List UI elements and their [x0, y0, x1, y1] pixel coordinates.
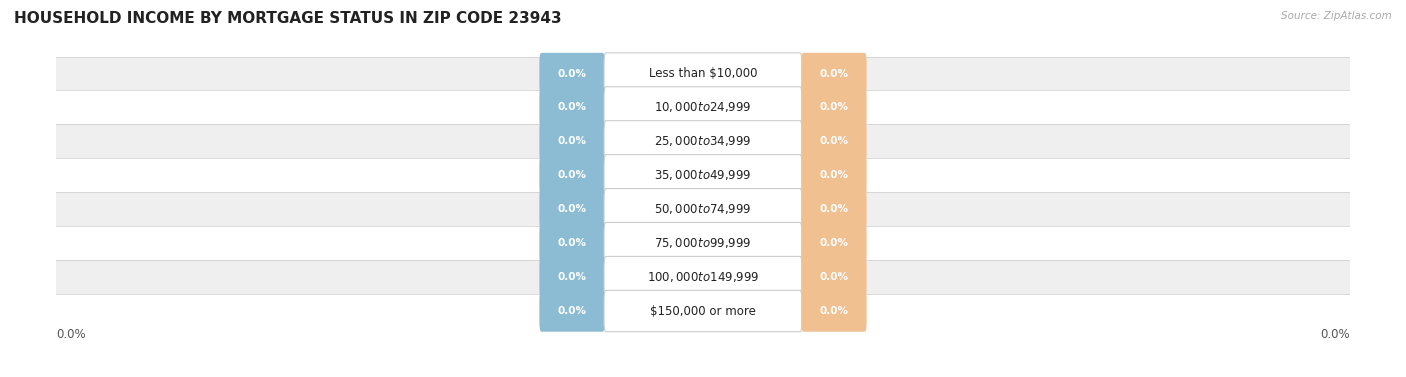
Bar: [56, 226, 1350, 260]
Text: 0.0%: 0.0%: [820, 204, 848, 214]
Text: 0.0%: 0.0%: [558, 238, 586, 248]
FancyBboxPatch shape: [801, 222, 866, 264]
Text: 0.0%: 0.0%: [558, 272, 586, 282]
Text: $50,000 to $74,999: $50,000 to $74,999: [654, 202, 752, 216]
FancyBboxPatch shape: [605, 155, 801, 196]
Bar: [56, 192, 1350, 226]
Text: Less than $10,000: Less than $10,000: [648, 67, 758, 80]
Text: 0.0%: 0.0%: [558, 204, 586, 214]
FancyBboxPatch shape: [540, 121, 605, 162]
Text: $25,000 to $34,999: $25,000 to $34,999: [654, 134, 752, 149]
Bar: [56, 260, 1350, 294]
Text: $75,000 to $99,999: $75,000 to $99,999: [654, 236, 752, 250]
FancyBboxPatch shape: [801, 290, 866, 332]
FancyBboxPatch shape: [540, 188, 605, 230]
Bar: [56, 124, 1350, 158]
FancyBboxPatch shape: [801, 188, 866, 230]
FancyBboxPatch shape: [540, 155, 605, 196]
Text: 0.0%: 0.0%: [820, 238, 848, 248]
FancyBboxPatch shape: [605, 53, 801, 94]
FancyBboxPatch shape: [605, 290, 801, 332]
FancyBboxPatch shape: [540, 256, 605, 298]
FancyBboxPatch shape: [605, 256, 801, 298]
Text: 0.0%: 0.0%: [820, 306, 848, 316]
FancyBboxPatch shape: [801, 256, 866, 298]
Bar: [56, 158, 1350, 192]
Text: 0.0%: 0.0%: [558, 170, 586, 180]
FancyBboxPatch shape: [801, 53, 866, 94]
Text: 0.0%: 0.0%: [558, 306, 586, 316]
Text: 0.0%: 0.0%: [1320, 328, 1350, 341]
FancyBboxPatch shape: [801, 87, 866, 128]
FancyBboxPatch shape: [605, 222, 801, 264]
Text: 0.0%: 0.0%: [820, 136, 848, 146]
Text: 0.0%: 0.0%: [558, 103, 586, 112]
FancyBboxPatch shape: [605, 188, 801, 230]
FancyBboxPatch shape: [540, 53, 605, 94]
FancyBboxPatch shape: [540, 290, 605, 332]
Text: Source: ZipAtlas.com: Source: ZipAtlas.com: [1281, 11, 1392, 21]
Text: 0.0%: 0.0%: [820, 272, 848, 282]
Text: 0.0%: 0.0%: [820, 170, 848, 180]
Text: HOUSEHOLD INCOME BY MORTGAGE STATUS IN ZIP CODE 23943: HOUSEHOLD INCOME BY MORTGAGE STATUS IN Z…: [14, 11, 561, 26]
Text: 0.0%: 0.0%: [820, 103, 848, 112]
Text: $100,000 to $149,999: $100,000 to $149,999: [647, 270, 759, 284]
Text: 0.0%: 0.0%: [558, 136, 586, 146]
Text: 0.0%: 0.0%: [558, 69, 586, 78]
Bar: [56, 294, 1350, 328]
Text: $150,000 or more: $150,000 or more: [650, 305, 756, 317]
Text: $10,000 to $24,999: $10,000 to $24,999: [654, 100, 752, 115]
FancyBboxPatch shape: [605, 121, 801, 162]
Text: 0.0%: 0.0%: [820, 69, 848, 78]
Text: 0.0%: 0.0%: [56, 328, 86, 341]
FancyBboxPatch shape: [540, 87, 605, 128]
FancyBboxPatch shape: [540, 222, 605, 264]
Bar: [56, 57, 1350, 90]
FancyBboxPatch shape: [801, 121, 866, 162]
FancyBboxPatch shape: [801, 155, 866, 196]
Bar: [56, 90, 1350, 124]
FancyBboxPatch shape: [605, 87, 801, 128]
Text: $35,000 to $49,999: $35,000 to $49,999: [654, 168, 752, 182]
